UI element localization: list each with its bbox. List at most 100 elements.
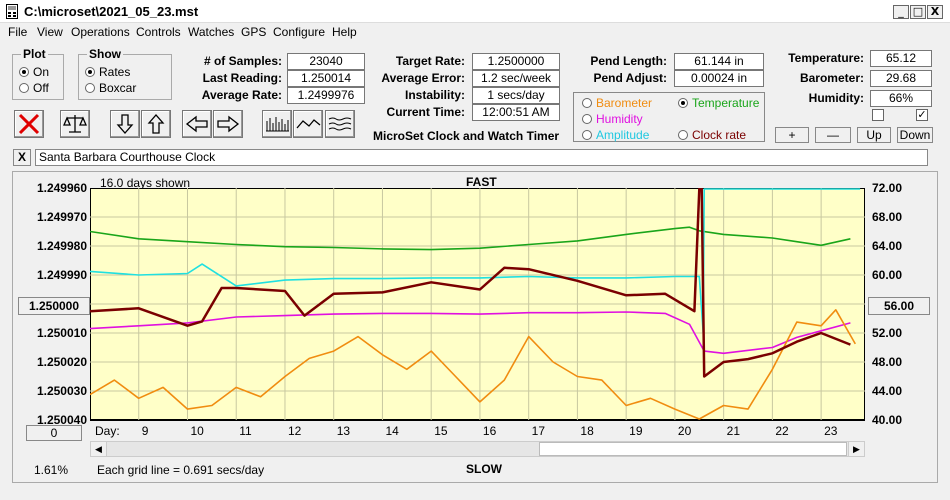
scroll-right-arrow-icon[interactable]: ▶	[848, 442, 864, 456]
balance-scale-icon	[63, 115, 87, 133]
menu-view[interactable]: View	[37, 25, 63, 39]
day-tick-label: 19	[629, 424, 643, 438]
day-tick-label: 21	[726, 424, 740, 438]
arrow-left-icon	[185, 115, 208, 133]
right-tick-label: 44.00	[872, 384, 903, 398]
temperature-field: 65.12	[870, 50, 932, 67]
day-label: Day:	[95, 424, 120, 438]
left-tick-label: 1.250010	[36, 326, 87, 340]
average-rate-label: Average Rate:	[201, 88, 282, 102]
down-button[interactable]: Down	[897, 127, 933, 143]
right-tick-label: 72.00	[872, 181, 903, 195]
maximize-button[interactable]: □	[910, 5, 926, 19]
line-view-button[interactable]	[293, 110, 323, 138]
current-time-label: Current Time:	[386, 105, 465, 119]
menu-bar: File View Operations Controls Watches GP…	[0, 23, 950, 42]
barometer-label: Barometer:	[799, 71, 864, 85]
humidity-field: 66%	[870, 90, 932, 107]
left-tick-label: 1.249970	[36, 210, 87, 224]
chart-frame	[12, 171, 938, 483]
pend-adjust-field: 0.00024 in	[674, 70, 764, 87]
show-boxcar-radio[interactable]: Boxcar	[85, 81, 136, 95]
menu-gps[interactable]: GPS	[241, 25, 267, 39]
stop-button[interactable]	[14, 110, 44, 138]
center-sensor-button[interactable]: 56.00	[868, 297, 930, 315]
temperature-radio[interactable]: Temperature	[678, 96, 759, 110]
day-tick-label: 18	[580, 424, 594, 438]
percent-label: 1.61%	[34, 463, 69, 477]
menu-file[interactable]: File	[8, 25, 28, 39]
left-tick-label: 1.249990	[36, 268, 87, 282]
center-rate-button[interactable]: 1.250000	[18, 297, 90, 315]
barometer-radio[interactable]: Barometer	[582, 96, 652, 110]
checkbox-1[interactable]	[872, 109, 884, 121]
multi-wave-icon	[328, 117, 352, 131]
samples-field: 23040	[287, 53, 365, 70]
series-amplitude	[90, 188, 861, 334]
plus-button[interactable]: +	[775, 127, 809, 143]
menu-controls[interactable]: Controls	[136, 25, 181, 39]
plot-group-title: Plot	[21, 47, 48, 61]
menu-help[interactable]: Help	[332, 25, 357, 39]
humidity-label: Humidity:	[808, 91, 864, 105]
show-group: Show Rates Boxcar	[78, 47, 172, 100]
close-watch-button[interactable]: X	[13, 149, 31, 166]
close-button[interactable]: X	[927, 5, 943, 19]
move-up-button[interactable]	[141, 110, 171, 138]
average-error-field: 1.2 sec/week	[472, 70, 560, 87]
plot-off-radio[interactable]: Off	[19, 81, 49, 95]
temperature-label: Temperature:	[788, 51, 864, 65]
minimize-button[interactable]: _	[893, 5, 909, 19]
day-tick-label: 9	[141, 424, 149, 438]
balance-button[interactable]	[60, 110, 90, 138]
left-tick-label: 1.249960	[36, 181, 87, 195]
menu-watches[interactable]: Watches	[188, 25, 235, 39]
instability-field: 1 secs/day	[472, 87, 560, 104]
target-rate-label: Target Rate:	[395, 54, 465, 68]
right-tick-label: 40.00	[872, 413, 903, 427]
last-reading-label: Last Reading:	[202, 71, 282, 85]
day-tick-label: 16	[482, 424, 497, 438]
watch-name-input[interactable]: Santa Barbara Courthouse Clock	[35, 149, 928, 166]
right-tick-label: 60.00	[872, 268, 903, 282]
arrow-up-icon	[147, 114, 165, 134]
last-reading-field: 1.250014	[287, 70, 365, 87]
sensor-options-box: Barometer Temperature Humidity Amplitude…	[573, 92, 765, 142]
pend-adjust-label: Pend Adjust:	[593, 71, 667, 85]
horizontal-scrollbar[interactable]: ◀ ▶	[90, 441, 865, 457]
zero-button[interactable]: 0	[26, 425, 82, 441]
rate-chart	[90, 188, 865, 421]
barometer-field: 29.68	[870, 70, 932, 87]
window-title: C:\microset\2021_05_23.mst	[24, 4, 199, 19]
series-temperature	[90, 226, 851, 251]
red-x-icon	[18, 113, 40, 135]
move-left-button[interactable]	[182, 110, 212, 138]
scroll-left-arrow-icon[interactable]: ◀	[91, 442, 107, 456]
amplitude-radio[interactable]: Amplitude	[582, 128, 649, 142]
fast-label: FAST	[466, 175, 497, 189]
title-bar: C:\microset\2021_05_23.mst _ □ X	[0, 0, 950, 23]
humidity-radio[interactable]: Humidity	[582, 112, 643, 126]
menu-operations[interactable]: Operations	[71, 25, 130, 39]
scrollbar-thumb[interactable]	[539, 442, 847, 456]
move-down-button[interactable]	[110, 110, 140, 138]
slow-label: SLOW	[466, 462, 502, 476]
left-tick-label: 1.250040	[36, 413, 87, 427]
arrow-right-icon	[217, 115, 240, 133]
menu-configure[interactable]: Configure	[273, 25, 326, 39]
wave-icon	[296, 119, 321, 129]
left-tick-label: 1.249980	[36, 239, 87, 253]
show-rates-radio[interactable]: Rates	[85, 65, 130, 79]
bar-view-button[interactable]	[262, 110, 292, 138]
day-tick-label: 12	[287, 424, 302, 438]
clock-rate-radio[interactable]: Clock rate	[678, 128, 746, 142]
show-group-title: Show	[87, 47, 123, 61]
up-button[interactable]: Up	[857, 127, 891, 143]
day-tick-label: 11	[239, 424, 252, 438]
minus-button[interactable]: —	[815, 127, 851, 143]
series-humidity	[90, 311, 851, 355]
checkbox-2[interactable]: ✓	[916, 108, 928, 121]
move-right-button[interactable]	[213, 110, 243, 138]
plot-on-radio[interactable]: On	[19, 65, 49, 79]
multi-line-button[interactable]	[325, 110, 355, 138]
